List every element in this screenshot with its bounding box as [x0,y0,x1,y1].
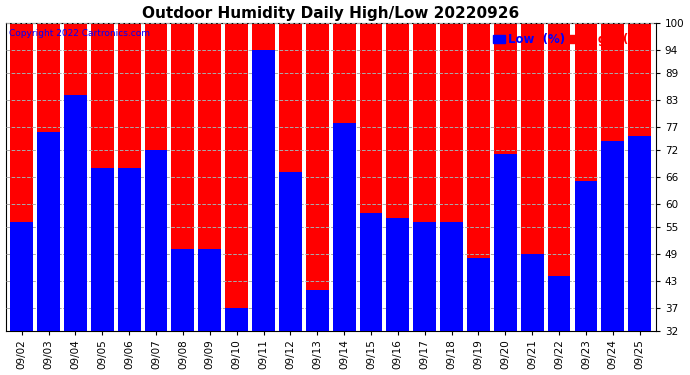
Bar [333,23,355,330]
Bar [548,276,571,330]
Bar [494,154,517,330]
Bar [575,23,598,330]
Bar [629,23,651,330]
Bar [440,23,463,330]
Bar [145,23,168,330]
Text: Copyright 2022 Cartronics.com: Copyright 2022 Cartronics.com [9,29,150,38]
Bar [279,23,302,330]
Bar [279,172,302,330]
Bar [359,23,382,330]
Bar [64,96,87,330]
Bar [91,168,114,330]
Bar [386,23,409,330]
Bar [64,23,87,330]
Bar [10,222,33,330]
Bar [198,23,221,330]
Bar [386,217,409,330]
Bar [306,23,328,330]
Bar [37,23,60,330]
Bar [118,168,141,330]
Bar [172,249,195,330]
Bar [575,182,598,330]
Bar [252,50,275,330]
Bar [629,136,651,330]
Bar [359,213,382,330]
Bar [467,258,490,330]
Bar [548,23,571,330]
Bar [118,23,141,330]
Bar [225,308,248,330]
Bar [306,290,328,330]
Title: Outdoor Humidity Daily High/Low 20220926: Outdoor Humidity Daily High/Low 20220926 [142,6,520,21]
Bar [145,150,168,330]
Bar [521,23,544,330]
Bar [467,23,490,330]
Bar [252,23,275,330]
Bar [172,23,195,330]
Bar [494,23,517,330]
Bar [602,141,624,330]
Bar [440,222,463,330]
Bar [521,254,544,330]
Bar [413,23,436,330]
Bar [91,23,114,330]
Bar [198,249,221,330]
Bar [225,23,248,330]
Bar [37,132,60,330]
Bar [10,23,33,330]
Legend: Low  (%), High  (%): Low (%), High (%) [491,32,647,48]
Bar [413,222,436,330]
Bar [602,23,624,330]
Bar [333,123,355,330]
